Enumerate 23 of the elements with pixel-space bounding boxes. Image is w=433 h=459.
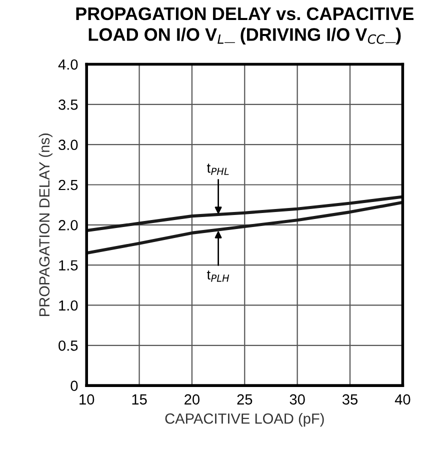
- y-axis-title: PROPAGATION DELAY (ns): [38, 134, 52, 316]
- x-tick-label: 25: [237, 394, 252, 405]
- annotation: t$_{PHL}$: [206, 164, 229, 175]
- y-tick-label: 2.0: [58, 220, 78, 230]
- y-tick-label: 2.5: [58, 180, 78, 190]
- y-tick-label: 4.0: [58, 59, 78, 70]
- chart-title: PROPAGATION DELAY vs. CAPACITIVE LOAD ON I/O V$_{L}$_ (DRIVING I/O V$_{CC}$_): [76, 7, 414, 44]
- y-tick-label: 1.0: [59, 300, 78, 311]
- y-tick-label: 3.5: [58, 100, 78, 110]
- x-tick-label: 10: [80, 394, 94, 405]
- x-tick-label: 30: [290, 394, 305, 405]
- y-tick-label: 0: [70, 380, 78, 391]
- x-tick-label: 20: [184, 394, 200, 405]
- annotation: t$_{PLH}$: [206, 270, 230, 282]
- x-tick-label: 15: [132, 394, 147, 405]
- x-tick-label: 35: [342, 394, 358, 405]
- x-axis-title: CAPACITIVE LOAD (pF): [165, 413, 324, 427]
- y-tick-label: 1.5: [59, 260, 78, 270]
- y-tick-label: 0.5: [58, 340, 78, 351]
- y-tick-label: 3.0: [58, 140, 78, 150]
- x-tick-label: 40: [394, 394, 410, 405]
- line-series: [86, 195, 403, 232]
- line-series: [86, 200, 403, 255]
